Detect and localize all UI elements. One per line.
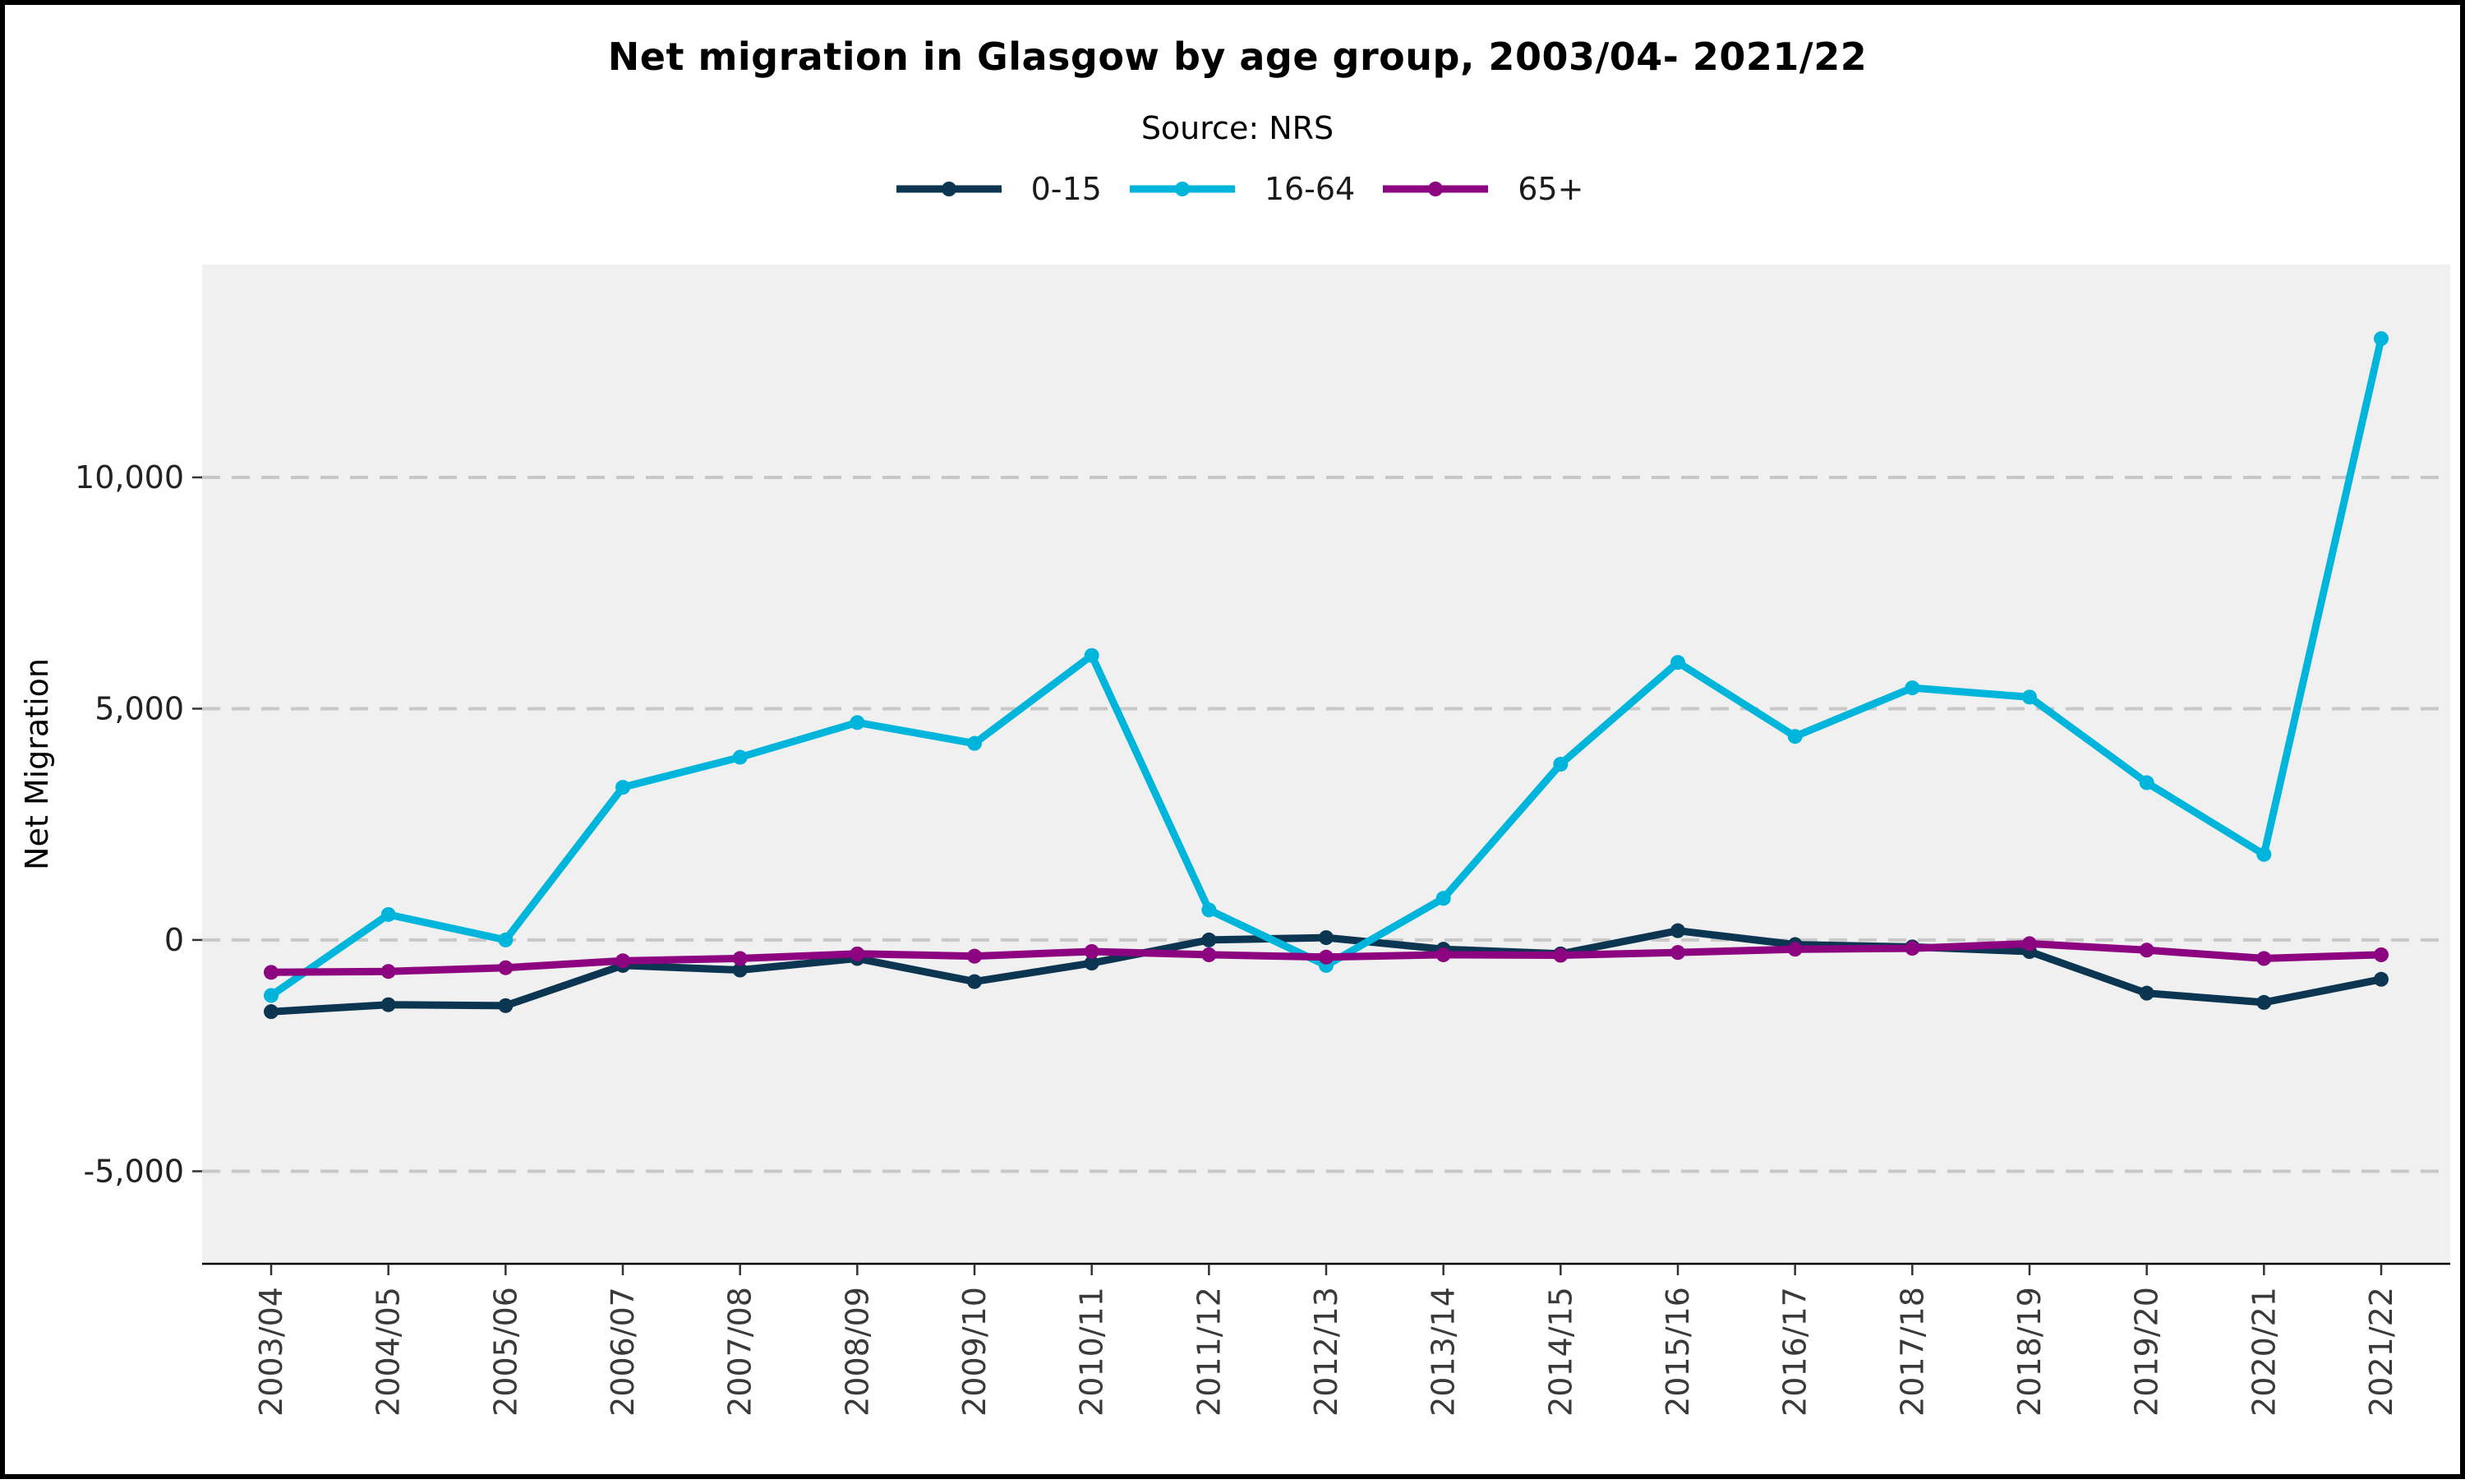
data-point-65- bbox=[1084, 944, 1099, 959]
x-tick-label: 2014/15 bbox=[1542, 1287, 1578, 1417]
data-point-16-64 bbox=[967, 735, 982, 751]
x-tick-label: 2017/18 bbox=[1894, 1287, 1930, 1417]
x-tick-label: 2003/04 bbox=[253, 1287, 289, 1417]
data-point-16-64 bbox=[264, 988, 279, 1003]
x-axis: 2003/04 2004/05 2005/06 2006/07 2007/08 2008/… bbox=[253, 1264, 2399, 1417]
y-axis: -5,000 0 5,000 10,000 bbox=[75, 459, 202, 1189]
x-tick-label: 2008/09 bbox=[839, 1287, 875, 1417]
data-point-16-64 bbox=[732, 749, 748, 765]
data-point-0-15 bbox=[967, 974, 982, 989]
data-point-16-64 bbox=[1553, 757, 1569, 772]
y-tick-label: -5,000 bbox=[84, 1153, 185, 1189]
legend-swatch-65- bbox=[1383, 182, 1489, 196]
data-point-65- bbox=[264, 965, 279, 980]
series-65- bbox=[264, 936, 2389, 980]
data-point-16-64 bbox=[498, 932, 514, 947]
data-point-16-64 bbox=[2022, 689, 2037, 705]
data-point-65- bbox=[850, 946, 865, 961]
legend-item-65-: 65+ bbox=[1378, 166, 1583, 212]
data-point-16-64 bbox=[2139, 775, 2154, 790]
data-point-0-15 bbox=[1319, 930, 1334, 946]
data-point-16-64 bbox=[1201, 902, 1217, 918]
data-point-65- bbox=[1670, 945, 1685, 961]
data-point-65- bbox=[967, 948, 982, 964]
data-point-0-15 bbox=[380, 997, 396, 1012]
data-point-16-64 bbox=[615, 780, 630, 795]
data-point-65- bbox=[2256, 951, 2272, 966]
y-tick-label: 5,000 bbox=[94, 690, 184, 726]
x-tick-label: 2016/17 bbox=[1777, 1287, 1813, 1417]
x-tick-label: 2004/05 bbox=[371, 1287, 407, 1417]
data-point-65- bbox=[498, 960, 514, 975]
data-point-0-15 bbox=[2256, 994, 2272, 1010]
y-axis-title: Net Migration bbox=[19, 658, 55, 870]
x-tick-label: 2012/13 bbox=[1308, 1287, 1344, 1417]
x-tick-label: 2007/08 bbox=[722, 1287, 758, 1417]
data-point-65- bbox=[1553, 947, 1569, 963]
y-tick-label: 0 bbox=[164, 922, 184, 958]
data-point-16-64 bbox=[380, 906, 396, 922]
data-point-65- bbox=[1319, 949, 1334, 965]
series-16-64 bbox=[264, 331, 2389, 1003]
y-tick-label: 10,000 bbox=[75, 459, 184, 495]
chart-subtitle: Source: NRS bbox=[1140, 110, 1334, 146]
data-point-16-64 bbox=[1084, 648, 1099, 663]
data-point-65- bbox=[2022, 936, 2037, 952]
legend-label: 0-15 bbox=[1030, 171, 1102, 207]
x-tick-label: 2021/22 bbox=[2363, 1287, 2399, 1417]
x-tick-label: 2019/20 bbox=[2129, 1287, 2165, 1417]
data-point-65- bbox=[732, 951, 748, 966]
legend-label: 16-64 bbox=[1264, 171, 1356, 207]
x-tick-label: 2020/21 bbox=[2246, 1287, 2282, 1417]
data-point-0-15 bbox=[1670, 923, 1685, 938]
plot-background bbox=[202, 265, 2450, 1264]
data-point-65- bbox=[1435, 947, 1451, 962]
data-point-0-15 bbox=[264, 1004, 279, 1020]
x-tick-label: 2009/10 bbox=[956, 1287, 993, 1417]
x-tick-label: 2006/07 bbox=[605, 1287, 641, 1417]
data-point-65- bbox=[1905, 941, 1920, 956]
data-point-65- bbox=[1201, 947, 1217, 962]
legend-swatch-16-64 bbox=[1129, 182, 1235, 196]
x-tick-label: 2015/16 bbox=[1660, 1287, 1696, 1417]
line-chart: 2003/04 2004/05 2005/06 2006/07 2007/08 2008/… bbox=[19, 265, 2450, 1417]
data-point-0-15 bbox=[2374, 971, 2389, 987]
data-point-16-64 bbox=[2256, 846, 2272, 862]
data-point-16-64 bbox=[1905, 680, 1920, 696]
data-point-65- bbox=[2139, 942, 2154, 958]
data-point-0-15 bbox=[732, 962, 748, 978]
legend-item-16-64: 16-64 bbox=[1125, 166, 1355, 212]
x-tick-label: 2010/11 bbox=[1074, 1287, 1110, 1417]
legend-swatch-0-15 bbox=[896, 182, 1002, 196]
chart-legend: 0-15 16-64 65+ bbox=[5, 166, 2465, 212]
data-point-0-15 bbox=[1201, 932, 1217, 947]
data-point-65- bbox=[2374, 947, 2389, 962]
legend-label: 65+ bbox=[1518, 171, 1584, 207]
chart-title: Net migration in Glasgow by age group, 2… bbox=[607, 35, 1868, 79]
data-point-65- bbox=[1787, 942, 1803, 957]
data-point-0-15 bbox=[498, 998, 514, 1013]
data-point-0-15 bbox=[1084, 956, 1099, 971]
x-tick-label: 2005/06 bbox=[487, 1287, 523, 1417]
data-point-16-64 bbox=[1787, 729, 1803, 744]
data-point-65- bbox=[615, 953, 630, 969]
data-point-16-64 bbox=[1670, 655, 1685, 671]
x-tick-label: 2011/12 bbox=[1191, 1287, 1227, 1417]
data-point-16-64 bbox=[850, 715, 865, 730]
x-tick-label: 2018/19 bbox=[2011, 1287, 2048, 1417]
series-layer bbox=[264, 331, 2389, 1020]
data-point-16-64 bbox=[2374, 331, 2389, 347]
x-tick-label: 2013/14 bbox=[1426, 1287, 1462, 1417]
legend-item-0-15: 0-15 bbox=[892, 166, 1102, 212]
data-point-16-64 bbox=[1435, 891, 1451, 906]
data-point-65- bbox=[380, 964, 396, 979]
data-point-0-15 bbox=[2139, 985, 2154, 1001]
